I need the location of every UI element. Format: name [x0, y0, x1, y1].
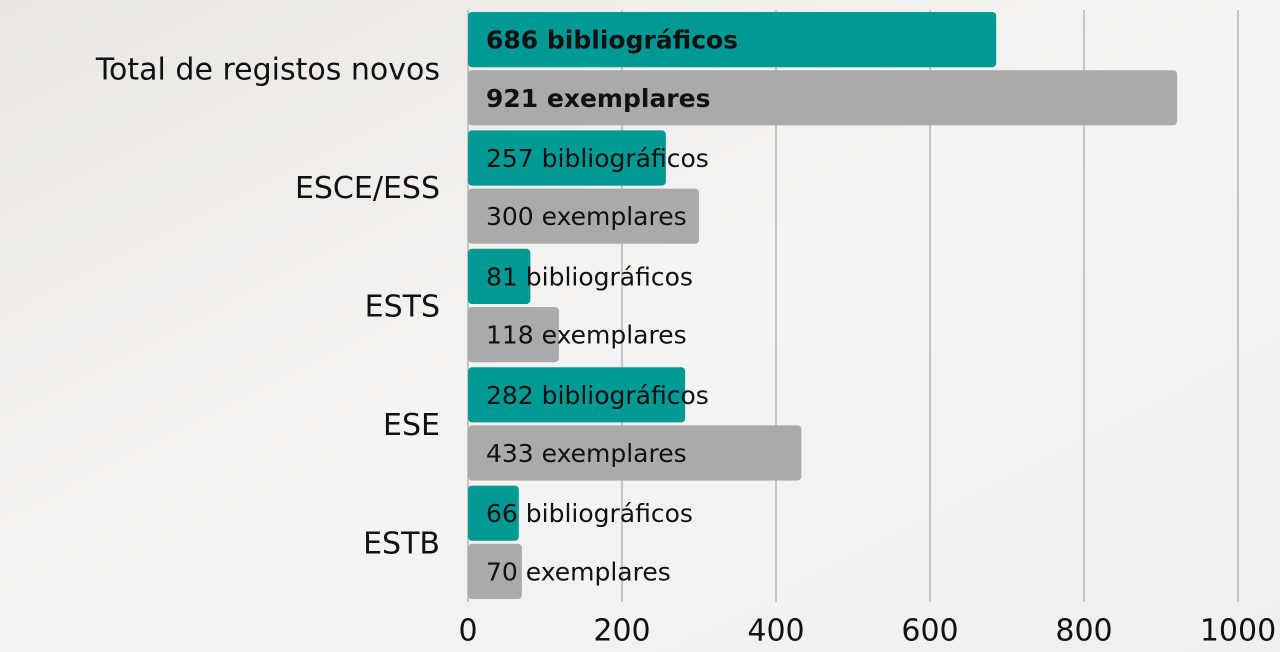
- value-label: 81 bibliográficos: [486, 262, 693, 291]
- category-label: ESCE/ESS: [295, 171, 440, 206]
- value-label: 300 exemplares: [486, 202, 687, 231]
- value-label: 433 exemplares: [486, 439, 687, 468]
- x-tick-label: 400: [747, 614, 804, 649]
- category-label: ESTB: [363, 526, 440, 561]
- category-label: Total de registos novos: [95, 53, 440, 88]
- x-tick-label: 800: [1055, 614, 1112, 649]
- value-label: 282 bibliográficos: [486, 381, 709, 410]
- x-tick-label: 0: [458, 614, 477, 649]
- x-tick-label: 200: [593, 614, 650, 649]
- value-label: 66 bibliográficos: [486, 499, 693, 528]
- value-label: 118 exemplares: [486, 321, 687, 350]
- page: {"chart_data": {"type": "hbar", "categor…: [0, 0, 1280, 652]
- category-label: ESE: [383, 408, 440, 443]
- category-label: ESTS: [365, 290, 440, 325]
- value-label: 70 exemplares: [486, 557, 671, 586]
- value-label: 257 bibliográficos: [486, 144, 709, 173]
- chart: 0 200 400 600 800 1000 Total de registos novos…: [0, 0, 1280, 652]
- value-label: 686 bibliográficos: [486, 26, 738, 55]
- x-tick-label: 600: [901, 614, 958, 649]
- value-label: 921 exemplares: [486, 84, 710, 113]
- x-tick-label: 1000: [1200, 614, 1276, 649]
